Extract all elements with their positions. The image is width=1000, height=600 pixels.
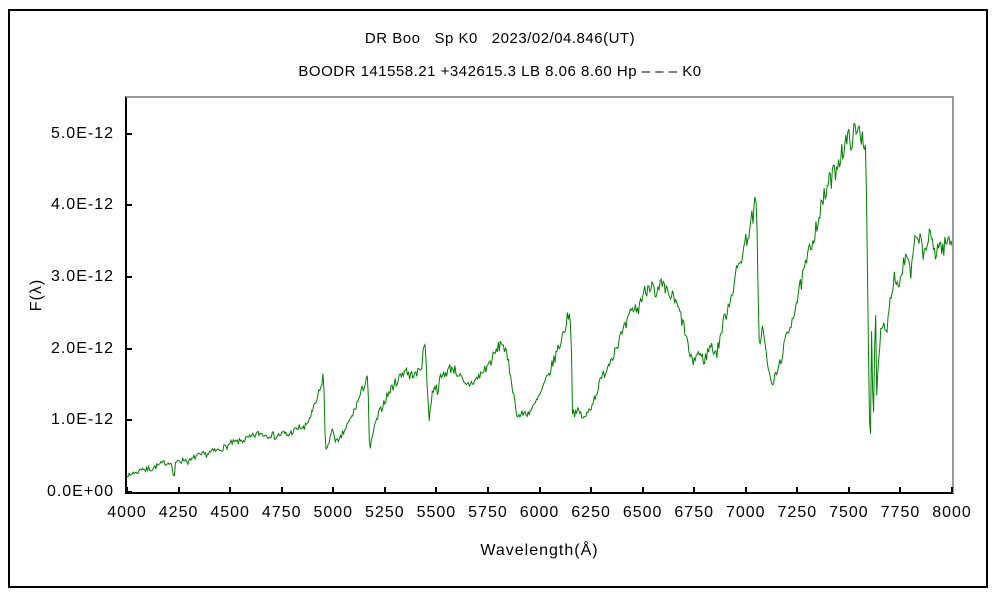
y-tick-label: 3.0E-12 [50,268,114,286]
y-tick-label: 4.0E-12 [50,196,114,214]
plot-area [125,96,954,494]
x-axis-title: Wavelength(Å) [480,542,599,559]
y-tick-label: 5.0E-12 [50,124,114,142]
x-tick-label: 7750 [880,504,921,521]
x-tick [899,487,902,492]
x-tick [641,487,644,492]
x-tick [744,487,747,492]
x-tick-label: 6250 [571,504,611,521]
y-tick [127,491,132,493]
x-tick [229,487,232,492]
y-tick-label: 0.0E+00 [46,483,114,500]
x-tick [693,487,696,492]
x-tick [435,487,438,492]
x-tick-label: 4000 [107,504,147,521]
x-tick [280,487,283,492]
spectrum-svg [127,122,952,478]
x-tick [590,487,593,492]
x-tick [126,487,128,492]
y-tick [127,204,132,207]
x-tick-label: 7250 [777,504,818,521]
x-tick-label: 5750 [468,504,508,521]
chart-title: DR Boo Sp K0 2023/02/04.846(UT) [364,30,636,47]
x-tick [538,487,541,492]
x-tick [177,487,180,492]
x-tick-label: 5500 [416,504,457,521]
y-tick-label: 2.0E-12 [50,339,114,357]
y-tick [127,276,132,279]
x-tick [847,487,850,492]
spectrum-line [127,122,952,478]
x-tick-label: 8000 [932,504,972,521]
y-tick [127,132,132,135]
x-tick-label: 6000 [519,504,560,521]
y-tick [127,347,132,350]
x-tick-label: 4750 [261,504,302,521]
x-tick [332,487,335,492]
x-tick-label: 4500 [210,504,250,521]
chart-subtitle: BOODR 141558.21 +342615.3 LB 8.06 8.60 H… [298,63,702,80]
x-tick-label: 6500 [622,504,663,521]
x-tick-label: 5250 [365,504,405,521]
x-tick-label: 4250 [158,504,199,521]
y-tick [127,419,132,422]
x-tick [796,487,799,492]
image-border [8,9,988,588]
x-tick-label: 5000 [313,504,354,521]
x-tick [951,487,953,492]
x-tick [383,487,386,492]
y-tick-label: 1.0E-12 [50,411,114,429]
x-tick-label: 7000 [725,504,766,521]
x-tick-label: 7500 [829,504,869,521]
x-tick [486,487,489,492]
x-tick-label: 6750 [674,504,714,521]
